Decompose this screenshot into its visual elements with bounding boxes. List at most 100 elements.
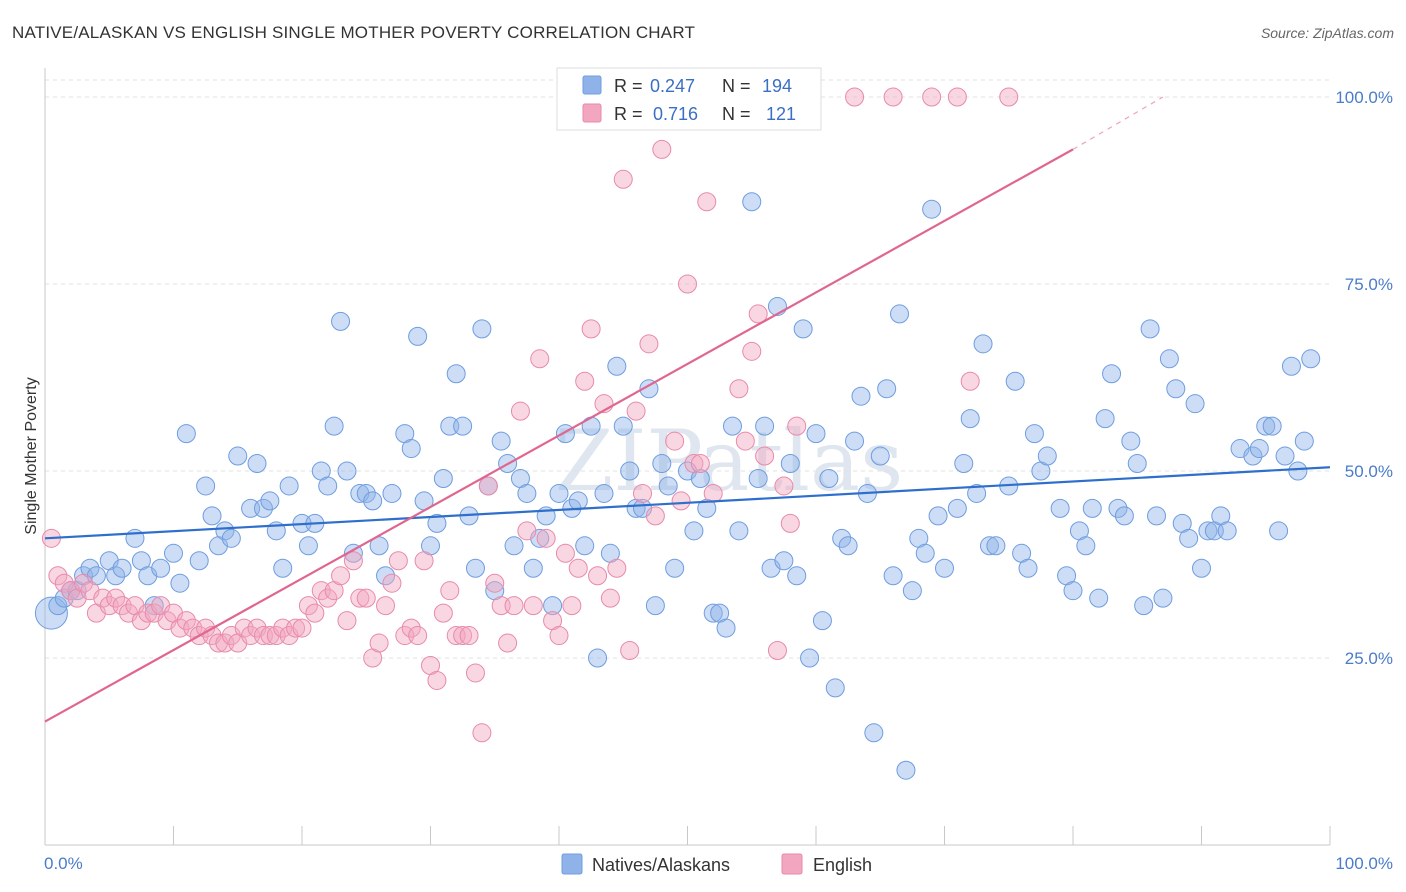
point-english — [588, 566, 608, 586]
point-natives — [408, 326, 428, 346]
point-english — [478, 476, 498, 496]
chart-title: NATIVE/ALASKAN VS ENGLISH SINGLE MOTHER … — [12, 23, 695, 42]
point-natives — [722, 416, 742, 436]
point-natives — [896, 760, 916, 780]
point-english — [369, 633, 389, 653]
legend-swatch-english — [582, 103, 602, 123]
point-natives — [363, 491, 383, 511]
point-natives — [716, 618, 736, 638]
point-natives — [890, 304, 910, 324]
series-legend: Natives/Alaskans English — [561, 853, 872, 875]
point-natives — [1121, 431, 1141, 451]
point-natives — [504, 536, 524, 556]
point-natives — [748, 468, 768, 488]
point-english — [74, 573, 94, 593]
point-natives — [253, 498, 273, 518]
point-english — [549, 626, 569, 646]
point-natives — [812, 611, 832, 631]
point-natives — [967, 483, 987, 503]
point-english — [176, 611, 196, 631]
point-english — [408, 626, 428, 646]
point-english — [343, 551, 363, 571]
point-english — [697, 192, 717, 212]
point-natives — [337, 461, 357, 481]
point-natives — [935, 558, 954, 578]
bottom-legend-swatch-natives — [561, 853, 583, 875]
point-english — [665, 431, 685, 451]
point-natives — [639, 379, 659, 399]
point-english — [613, 169, 633, 189]
point-english — [735, 431, 755, 451]
y-tick-labels: 25.0% 50.0% 75.0% 100.0% — [1335, 88, 1393, 668]
point-english — [703, 483, 723, 503]
x-tick-labels: 0.0% 100.0% — [44, 854, 1393, 873]
point-natives — [1108, 498, 1128, 518]
point-natives — [902, 581, 922, 601]
point-english — [530, 349, 550, 369]
legend-r-label-english: R = — [614, 104, 643, 124]
point-natives — [703, 603, 723, 623]
point-natives — [260, 491, 280, 511]
point-natives — [1198, 521, 1218, 541]
point-natives — [845, 431, 865, 451]
legend-n-label-english: N = — [722, 104, 751, 124]
point-natives — [1192, 558, 1211, 578]
point-english — [382, 573, 402, 593]
point-natives — [1185, 394, 1205, 414]
point-natives — [774, 551, 794, 571]
point-natives — [607, 356, 627, 376]
point-natives — [922, 199, 942, 219]
point-natives — [928, 506, 948, 526]
bottom-legend-swatch-english — [781, 853, 803, 875]
series-natives-alaskans-points — [34, 192, 1321, 780]
point-natives — [446, 364, 466, 384]
trend-line-extension-english — [1072, 96, 1164, 150]
point-natives — [48, 596, 68, 616]
point-natives — [742, 192, 762, 212]
point-english — [536, 528, 556, 548]
point-natives — [106, 566, 126, 586]
point-english — [523, 596, 543, 616]
point-natives — [112, 558, 132, 578]
point-natives — [1166, 379, 1186, 399]
point-natives — [832, 528, 852, 548]
point-english — [999, 87, 1019, 107]
point-english — [517, 521, 537, 541]
point-natives — [465, 558, 485, 578]
point-natives — [273, 558, 293, 578]
point-english — [337, 611, 357, 631]
point-english — [600, 588, 620, 608]
point-natives — [613, 416, 633, 436]
point-natives — [356, 483, 376, 503]
axes — [44, 68, 1331, 846]
point-english — [678, 274, 697, 294]
point-english — [54, 573, 74, 593]
point-english — [388, 551, 408, 571]
point-natives — [729, 521, 749, 541]
point-natives — [665, 558, 685, 578]
point-natives — [870, 446, 890, 466]
point-english — [286, 618, 306, 638]
point-natives — [658, 476, 678, 496]
point-natives — [433, 468, 453, 488]
point-english — [305, 603, 325, 623]
point-natives — [1217, 521, 1237, 541]
point-natives — [472, 319, 492, 339]
point-natives — [247, 454, 267, 474]
point-english — [459, 626, 479, 646]
point-natives — [575, 536, 595, 556]
point-natives — [517, 483, 537, 503]
point-natives — [1050, 498, 1070, 518]
point-english — [748, 304, 768, 324]
point-english — [633, 483, 653, 503]
point-natives — [793, 319, 813, 339]
point-natives — [543, 596, 563, 616]
point-english — [575, 371, 595, 391]
point-natives — [915, 543, 935, 563]
y-axis-label: Single Mother Poverty — [23, 377, 40, 534]
point-english — [331, 566, 351, 586]
point-natives — [1140, 319, 1160, 339]
point-natives — [523, 558, 543, 578]
point-natives — [189, 551, 209, 571]
point-natives — [1301, 349, 1321, 369]
